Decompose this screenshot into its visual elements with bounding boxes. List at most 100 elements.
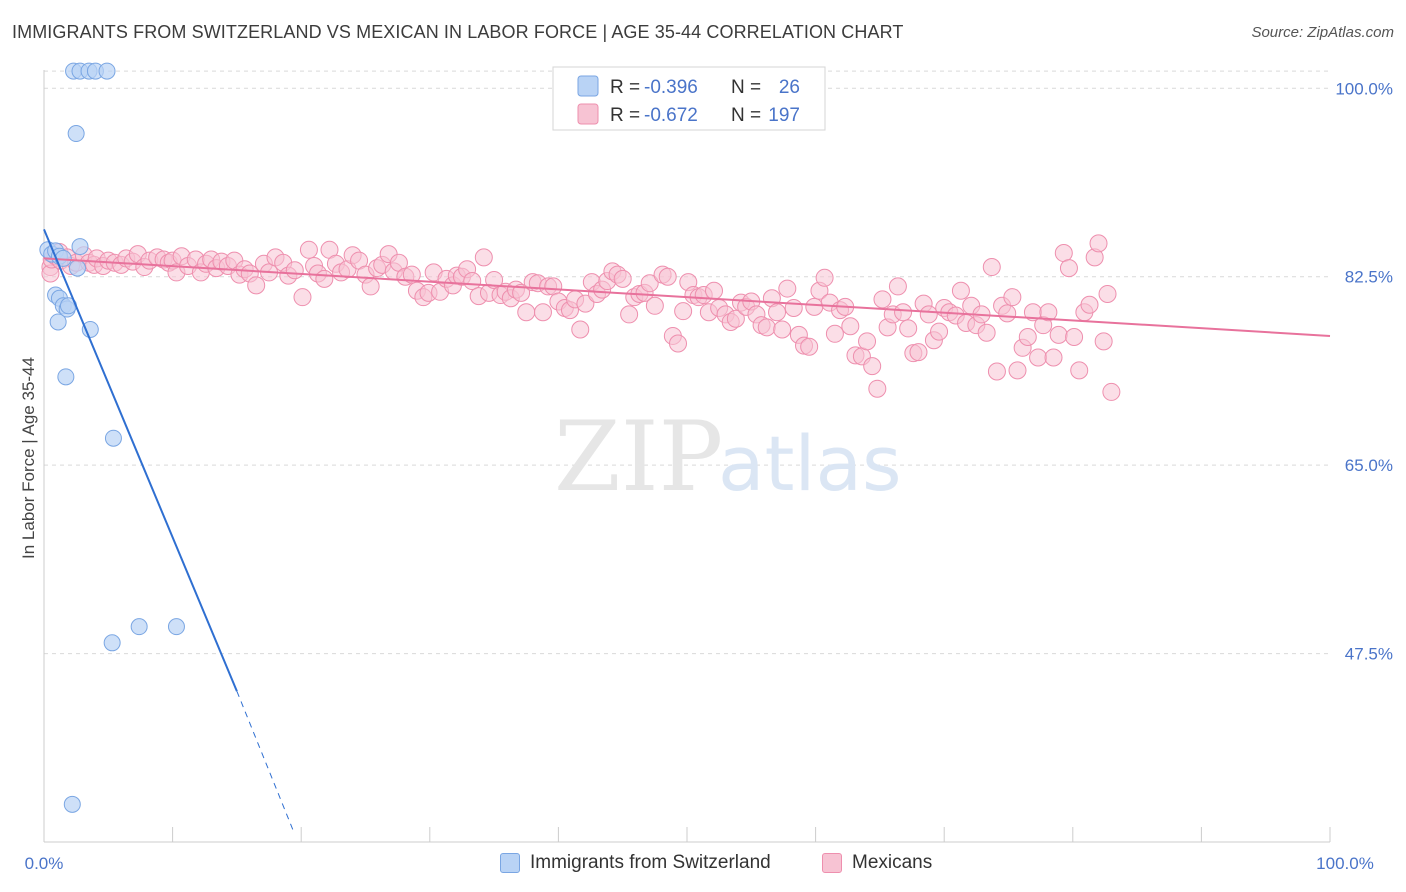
- legend-swatch: [577, 103, 599, 125]
- mexicans-point: [757, 318, 776, 337]
- mexicans-point: [668, 334, 687, 353]
- mexicans-point: [533, 303, 552, 322]
- mexicans-point: [571, 320, 590, 339]
- mexicans-point: [1054, 244, 1073, 263]
- mexicans-point: [909, 343, 928, 362]
- mexicans-point: [841, 317, 860, 336]
- mexicans-point: [815, 268, 834, 287]
- mexicans-point: [873, 290, 892, 309]
- mexicans-point: [773, 320, 792, 339]
- bottom-legend: Immigrants from Switzerland Mexicans: [0, 852, 1406, 878]
- mexicans-point: [1039, 303, 1058, 322]
- trend-lines: [43, 228, 1331, 832]
- mexicans-point: [485, 270, 504, 289]
- legend-label-mexicans: Mexicans: [852, 852, 933, 873]
- mexicans-point: [474, 248, 493, 267]
- mexicans-point: [858, 332, 877, 351]
- switzerland-point: [63, 795, 81, 813]
- mexicans-point: [919, 305, 938, 324]
- switzerland-point: [71, 238, 89, 256]
- mexicans-point: [998, 304, 1017, 323]
- watermark-atlas: atlas: [718, 419, 902, 508]
- grid-lines: [44, 70, 1330, 655]
- mexicans-point: [1049, 325, 1068, 344]
- legend-item-mexicans: Mexicans: [822, 852, 932, 874]
- watermark: ZIP atlas: [554, 401, 902, 513]
- watermark-zip: ZIP: [554, 401, 723, 513]
- mexicans-point: [361, 277, 380, 296]
- mexicans-point: [293, 288, 312, 307]
- mexicans-trend-line: [43, 257, 1331, 337]
- mexicans-point: [726, 309, 745, 328]
- mexicans-point: [285, 261, 304, 280]
- mexicans-point: [1044, 348, 1063, 367]
- mexicans-point: [868, 379, 887, 398]
- switzerland-points: [39, 62, 185, 813]
- mexicans-point: [315, 269, 334, 288]
- mexicans-point: [1059, 259, 1078, 278]
- mexicans-point: [894, 303, 913, 322]
- mexicans-point: [247, 276, 266, 295]
- switzerland-point: [104, 429, 122, 447]
- switzerland-point: [98, 62, 116, 80]
- legend-r-label: R =: [610, 77, 640, 98]
- mexicans-point: [463, 272, 482, 291]
- mexicans-point: [899, 319, 918, 338]
- legend-n-label: N =: [731, 105, 761, 126]
- switzerland-point: [81, 320, 99, 338]
- y-tick-label: 82.5%: [1345, 268, 1393, 287]
- tick-labels: 100.0% 82.5% 65.0% 47.5% 0.0% 100.0%: [25, 79, 1393, 873]
- mexicans-point: [1102, 382, 1121, 401]
- mexicans-point: [1089, 234, 1108, 253]
- legend-swatch-mexicans: [822, 853, 842, 873]
- x-tick-label-min: 0.0%: [25, 854, 64, 873]
- legend-swatch-switzerland: [500, 853, 520, 873]
- mexicans-point: [620, 305, 639, 324]
- legend-n-value: 26: [779, 77, 800, 98]
- switzerland-trend-line: [43, 228, 238, 692]
- mexicans-point: [640, 274, 659, 293]
- switzerland-point: [49, 313, 67, 331]
- mexicans-point: [805, 297, 824, 316]
- source-credit: Source: ZipAtlas.com: [1251, 24, 1394, 41]
- mexicans-point: [888, 277, 907, 296]
- mexicans-point: [930, 322, 949, 341]
- mexicans-point: [977, 323, 996, 342]
- mexicans-point: [1029, 348, 1048, 367]
- mexicans-point: [544, 277, 563, 296]
- legend-swatch: [577, 75, 599, 97]
- mexicans-point: [863, 357, 882, 376]
- mexicans-point: [1080, 295, 1099, 314]
- switzerland-point: [167, 618, 185, 636]
- mexicans-point: [1018, 328, 1037, 347]
- mexicans-point: [987, 362, 1006, 381]
- switzerland-point: [103, 634, 121, 652]
- mexicans-point: [800, 337, 819, 356]
- y-tick-label: 65.0%: [1345, 456, 1393, 475]
- mexicans-point: [613, 269, 632, 288]
- x-tick-label-max: 100.0%: [1316, 854, 1374, 873]
- mexicans-point: [658, 267, 677, 286]
- mexicans-point: [674, 302, 693, 321]
- mexicans-point: [402, 265, 421, 284]
- mexicans-point: [1070, 361, 1089, 380]
- legend-n-value: 197: [768, 105, 800, 126]
- y-tick-label: 47.5%: [1345, 645, 1393, 664]
- y-tick-label: 100.0%: [1335, 79, 1393, 98]
- mexicans-point: [1098, 284, 1117, 303]
- legend-n-label: N =: [731, 77, 761, 98]
- switzerland-point: [130, 618, 148, 636]
- switzerland-point: [67, 125, 85, 143]
- switzerland-point: [57, 368, 75, 386]
- mexicans-point: [982, 258, 1001, 277]
- switzerland-trend-extension: [236, 691, 294, 832]
- chart-title: IMMIGRANTS FROM SWITZERLAND VS MEXICAN I…: [12, 22, 904, 42]
- mexicans-point: [512, 283, 531, 302]
- axes: [43, 70, 1331, 843]
- legend-r-label: R =: [610, 105, 640, 126]
- mexicans-point: [299, 240, 318, 259]
- mexicans-point: [768, 303, 787, 322]
- mexicans-point: [1094, 332, 1113, 351]
- legend-box: R = -0.396 N = 26 R = -0.672 N = 197: [552, 66, 826, 131]
- mexicans-point: [1008, 361, 1027, 380]
